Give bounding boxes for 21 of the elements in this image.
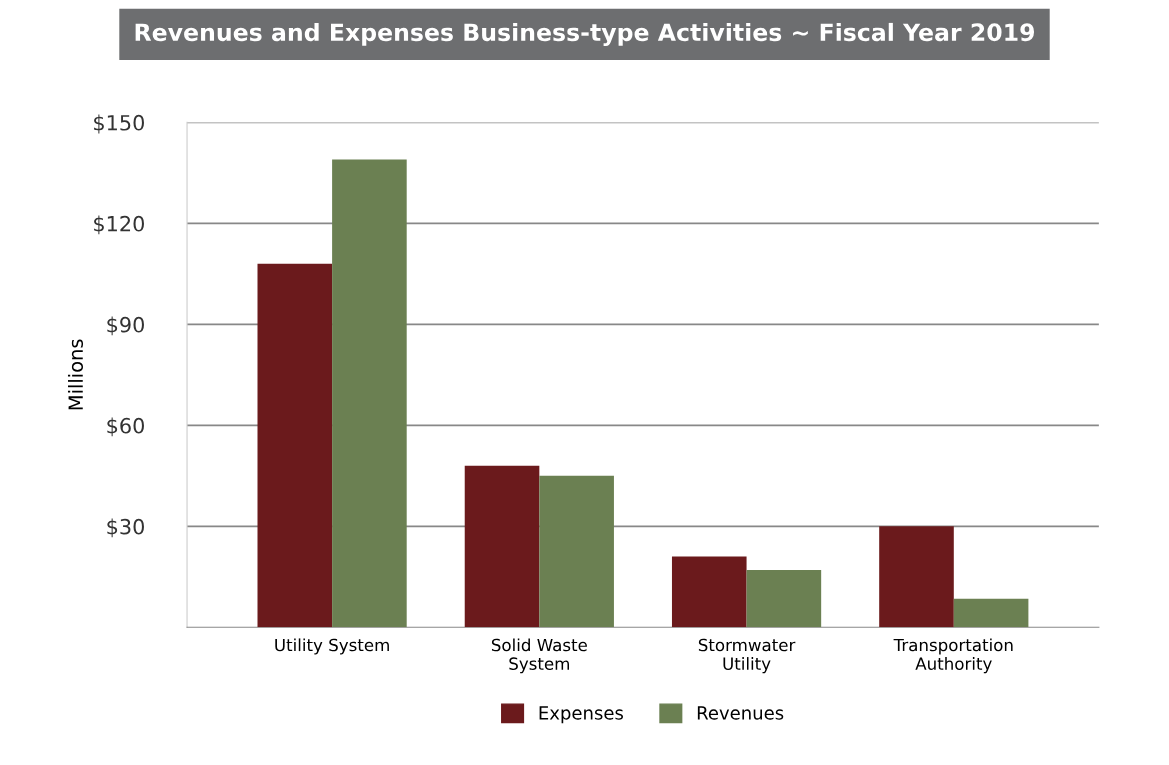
bar	[257, 263, 333, 628]
y-tick-label: $120	[94, 215, 144, 235]
bar	[879, 526, 954, 628]
x-tick-label: Transportation Authority	[893, 638, 1013, 674]
legend-label: Expenses	[539, 706, 624, 724]
legend-label: Revenues	[697, 706, 784, 720]
y-tick-label: $150	[94, 114, 144, 134]
x-tick-label: Utility System	[275, 638, 389, 655]
bar	[671, 556, 747, 628]
x-tick-label: Solid Waste System	[491, 638, 587, 674]
bar	[953, 598, 1029, 628]
bar	[332, 159, 407, 628]
bar	[539, 475, 614, 628]
y-axis-title: Millions	[67, 339, 84, 410]
bar	[464, 465, 540, 628]
y-tick-label: $30	[107, 518, 144, 538]
x-tick-label: Stormwater Utility	[698, 638, 796, 674]
chart-title: Revenues and Expenses Business-type Activities ~ Fiscal Year 2019	[135, 22, 1035, 46]
y-tick-label: $60	[107, 417, 144, 437]
y-tick-label: $90	[107, 316, 144, 336]
bar	[746, 570, 822, 628]
